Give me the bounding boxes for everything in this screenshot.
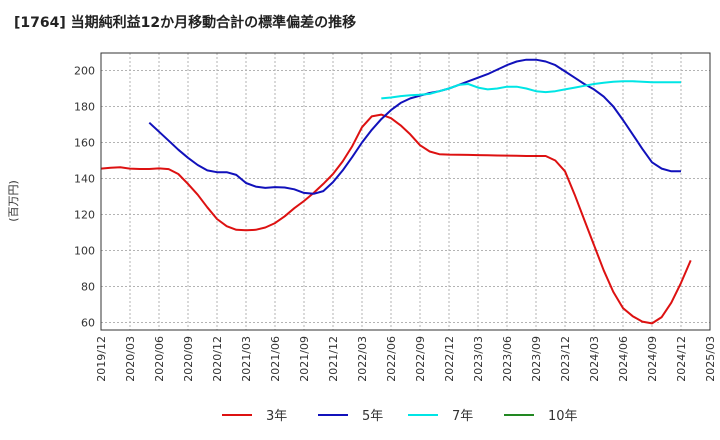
x-tick-label: 2023/09	[530, 336, 543, 382]
legend-label: 10年	[548, 409, 578, 424]
series-line-7年	[381, 80, 681, 100]
x-axis: 2019/12 2020/03 2020/06 2020/09 2020/12 2021/…	[95, 336, 717, 382]
x-tick-label: 2022/03	[356, 336, 369, 382]
legend-item: 7年	[408, 409, 473, 424]
plot-frame	[100, 52, 711, 331]
y-axis: 60 80 100 120 140 160 180 200	[74, 65, 95, 330]
grid-layer	[101, 53, 710, 330]
legend-label: 3年	[266, 409, 287, 424]
x-tick-label: 2020/03	[124, 336, 137, 382]
x-tick-label: 2023/12	[559, 336, 572, 382]
chart-title: [1764] 当期純利益12か月移動合計の標準偏差の推移	[14, 15, 357, 31]
x-tick-label: 2020/12	[211, 336, 224, 382]
x-tick-label: 2024/12	[675, 336, 688, 382]
legend-item: 10年	[504, 409, 578, 424]
legend: 3年 5年 7年 10年	[222, 409, 578, 424]
legend-label: 5年	[362, 409, 383, 424]
x-tick-label: 2022/12	[443, 336, 456, 382]
y-axis-label: (百万円)	[7, 180, 20, 222]
x-tick-label: 2021/03	[240, 336, 253, 382]
y-tick-label: 80	[81, 281, 95, 294]
x-tick-label: 2022/09	[414, 336, 427, 382]
x-tick-label: 2023/06	[501, 336, 514, 382]
legend-label: 7年	[452, 409, 473, 424]
y-tick-label: 160	[74, 137, 95, 150]
y-tick-label: 200	[74, 65, 95, 78]
x-tick-label: 2023/03	[472, 336, 485, 382]
y-tick-label: 140	[74, 173, 95, 186]
y-tick-label: 100	[74, 245, 95, 258]
y-tick-label: 180	[74, 101, 95, 114]
x-tick-label: 2024/06	[617, 336, 630, 382]
y-tick-label: 60	[81, 317, 95, 330]
x-tick-label: 2025/03	[704, 336, 717, 382]
series-layer	[100, 58, 692, 325]
series-line-5年	[148, 58, 681, 195]
series-line-3年	[100, 113, 692, 325]
x-tick-label: 2019/12	[95, 336, 108, 382]
x-tick-label: 2020/06	[153, 336, 166, 382]
x-tick-label: 2021/06	[269, 336, 282, 382]
legend-item: 5年	[318, 409, 383, 424]
x-tick-label: 2021/09	[298, 336, 311, 382]
x-tick-label: 2024/09	[646, 336, 659, 382]
x-tick-label: 2024/03	[588, 336, 601, 382]
x-tick-label: 2020/09	[182, 336, 195, 382]
x-tick-label: 2021/12	[327, 336, 340, 382]
y-tick-label: 120	[74, 209, 95, 222]
legend-item: 3年	[222, 409, 287, 424]
x-tick-label: 2022/06	[385, 336, 398, 382]
